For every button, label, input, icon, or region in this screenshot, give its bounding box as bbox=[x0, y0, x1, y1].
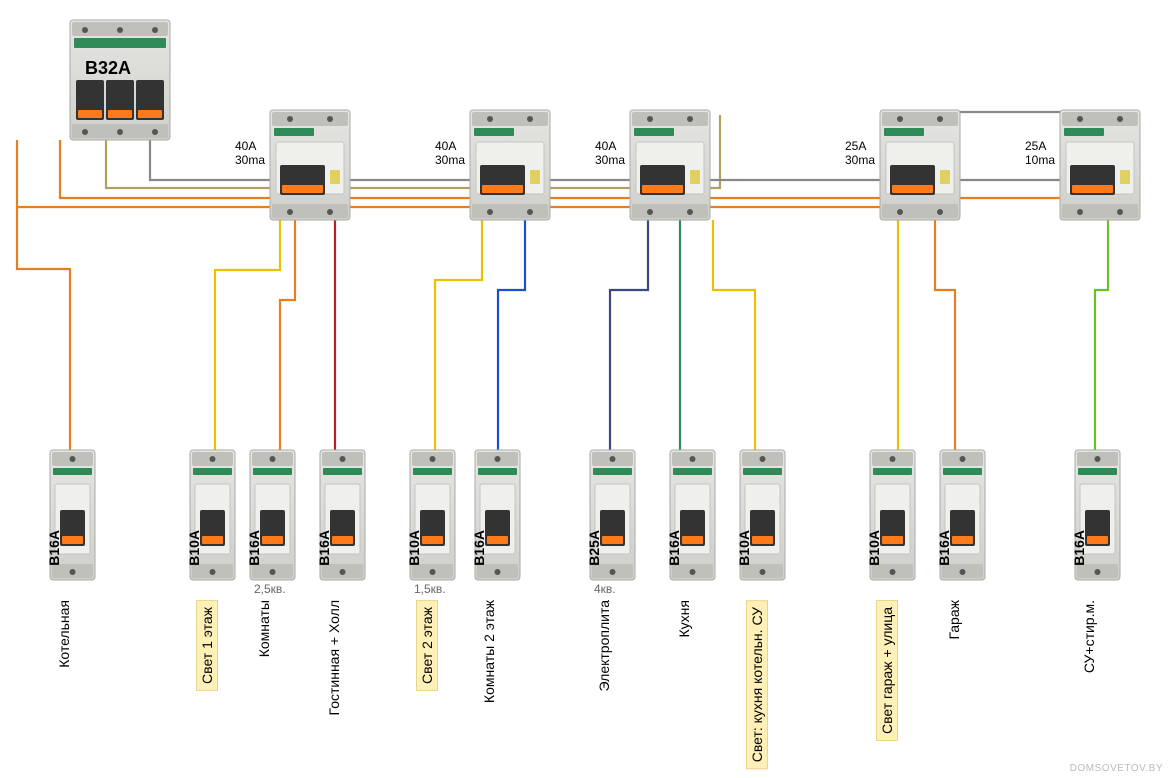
rcd3 bbox=[630, 110, 710, 220]
rcd-sens-3: 30ma bbox=[845, 154, 875, 167]
circuit-label-3: Гостинная + Холл bbox=[326, 600, 342, 715]
breaker-rating-9: B10A bbox=[866, 530, 882, 566]
wire-rcd3-to-b6 bbox=[610, 220, 648, 450]
wiring-diagram bbox=[0, 0, 1169, 778]
wire-rcd5-to-b11 bbox=[1095, 220, 1108, 450]
main-breaker-rating: B32A bbox=[85, 58, 131, 79]
rcd1 bbox=[270, 110, 350, 220]
circuit-label-2: Комнаты bbox=[256, 600, 272, 657]
circuit-label-6: Электроплита bbox=[596, 600, 612, 691]
rcd-rating-4: 25A bbox=[1025, 140, 1046, 153]
rcd-rating-3: 25A bbox=[845, 140, 866, 153]
rcd2 bbox=[470, 110, 550, 220]
circuit-label-8: Свет: кухня котельн. СУ bbox=[746, 600, 768, 769]
breaker-rating-6: B25A bbox=[586, 530, 602, 566]
wire-rcd1-to-b2 bbox=[280, 220, 295, 450]
rcd5 bbox=[1060, 110, 1140, 220]
wire-rcd2-to-b5 bbox=[498, 220, 525, 450]
breaker-rating-2: B16A bbox=[246, 530, 262, 566]
rcd-sens-2: 30ma bbox=[595, 154, 625, 167]
main-breaker bbox=[70, 20, 170, 140]
breaker-rating-8: B10A bbox=[736, 530, 752, 566]
cable-label-6: 4кв. bbox=[594, 582, 616, 596]
rcd-sens-1: 30ma bbox=[435, 154, 465, 167]
breaker-rating-1: B10A bbox=[186, 530, 202, 566]
circuit-label-0: Котельная bbox=[56, 600, 72, 668]
wire-rcd2-to-b4 bbox=[435, 220, 482, 450]
circuit-label-1: Свет 1 этаж bbox=[196, 600, 218, 691]
circuit-label-11: СУ+стир.м. bbox=[1081, 600, 1097, 673]
breaker-rating-7: B16A bbox=[666, 530, 682, 566]
wire-rcd4-to-b10 bbox=[935, 220, 955, 450]
wire-rcd3-to-b8 bbox=[713, 220, 755, 450]
rcd-sens-4: 10ma bbox=[1025, 154, 1055, 167]
circuit-label-10: Гараж bbox=[946, 600, 962, 640]
rcd-rating-0: 40A bbox=[235, 140, 256, 153]
cable-label-4: 1,5кв. bbox=[414, 582, 446, 596]
rcd-rating-2: 40A bbox=[595, 140, 616, 153]
breaker-rating-0: B16A bbox=[46, 530, 62, 566]
circuit-label-7: Кухня bbox=[676, 600, 692, 637]
wire-main-to-rcds-khaki bbox=[106, 112, 720, 188]
cable-label-2: 2,5кв. bbox=[254, 582, 286, 596]
rcd-sens-0: 30ma bbox=[235, 154, 265, 167]
breaker-rating-3: B16A bbox=[316, 530, 332, 566]
rcd4 bbox=[880, 110, 960, 220]
wire-rcd1-to-b1 bbox=[215, 220, 280, 450]
circuit-label-5: Комнаты 2 этаж bbox=[481, 600, 497, 703]
breaker-rating-4: B10A bbox=[406, 530, 422, 566]
rcd-rating-1: 40A bbox=[435, 140, 456, 153]
breaker-rating-11: B16A bbox=[1071, 530, 1087, 566]
circuit-label-9: Свет гараж + улица bbox=[876, 600, 898, 741]
breaker-rating-10: B16A bbox=[936, 530, 952, 566]
circuit-label-4: Свет 2 этаж bbox=[416, 600, 438, 691]
watermark: DOMSOVETOV.BY bbox=[1070, 763, 1163, 774]
breaker-rating-5: B16A bbox=[471, 530, 487, 566]
